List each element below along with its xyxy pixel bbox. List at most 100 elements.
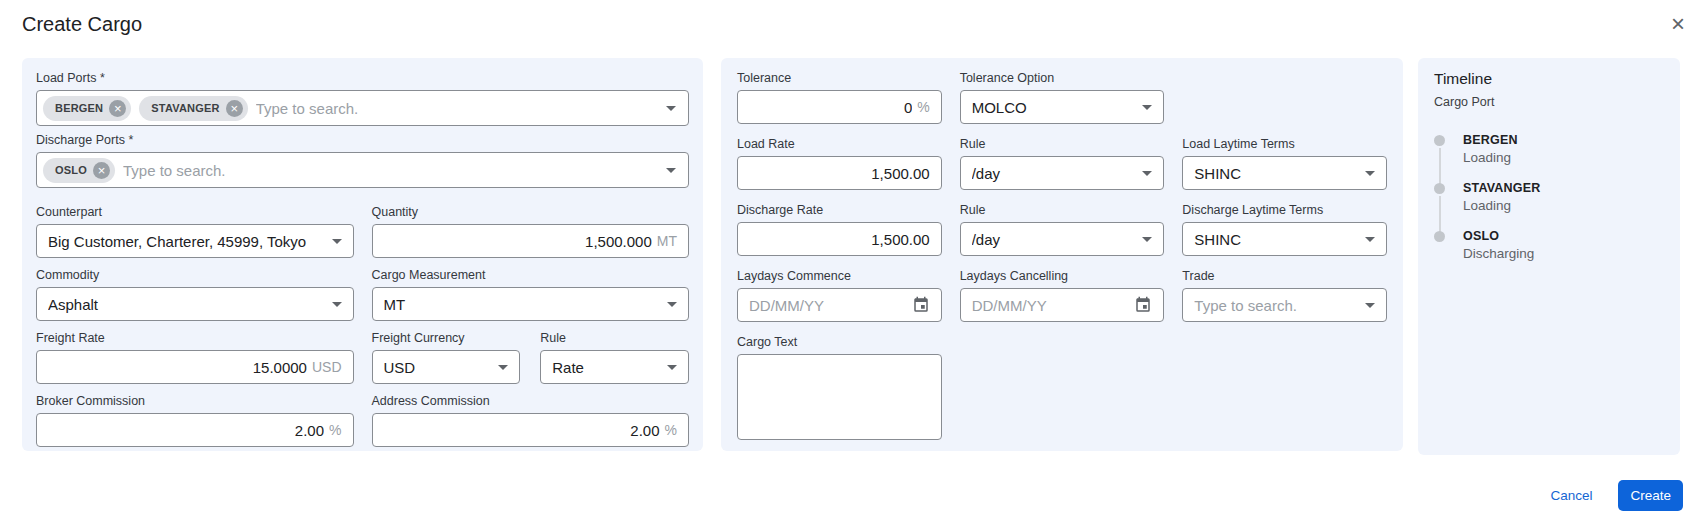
timeline-action: Loading — [1463, 150, 1664, 165]
cargo-text-input[interactable] — [737, 354, 942, 440]
calendar-icon[interactable] — [912, 296, 930, 314]
chevron-down-icon — [1365, 237, 1375, 242]
load-rate-input-box[interactable] — [737, 156, 942, 190]
load-rate-input[interactable] — [749, 165, 930, 182]
freight-rate-input[interactable] — [48, 359, 307, 376]
quantity-input-box[interactable]: MT — [372, 224, 690, 258]
address-commission-input[interactable] — [384, 422, 660, 439]
tolerance-option-value[interactable] — [972, 99, 1143, 116]
timeline-item: BERGEN Loading — [1434, 133, 1664, 165]
remove-chip-icon[interactable]: × — [226, 100, 243, 117]
discharge-ports-multiselect[interactable]: OSLO × — [36, 152, 689, 188]
timeline-list: BERGEN Loading STAVANGER Loading OSLO Di… — [1434, 133, 1664, 261]
tolerance-field: Tolerance % — [737, 70, 942, 124]
discharge-ports-search-input[interactable] — [123, 162, 666, 179]
chevron-down-icon — [1142, 105, 1152, 110]
remove-chip-icon[interactable]: × — [93, 162, 110, 179]
timeline-port: BERGEN — [1463, 133, 1664, 147]
load-ports-search-input[interactable] — [256, 100, 666, 117]
load-laytime-terms-value[interactable] — [1194, 165, 1365, 182]
load-rule-field: Rule — [960, 136, 1165, 190]
laydays-cancelling-input[interactable] — [972, 297, 1135, 314]
trade-search-input[interactable] — [1194, 297, 1365, 314]
port-chip: BERGEN × — [43, 96, 131, 121]
tolerance-input-box[interactable]: % — [737, 90, 942, 124]
cargo-text-field: Cargo Text — [737, 334, 1387, 440]
discharge-rule-value[interactable] — [972, 231, 1143, 248]
cargo-measurement-select[interactable] — [372, 287, 690, 321]
tolerance-option-field: Tolerance Option — [960, 70, 1165, 124]
chevron-down-icon — [1142, 171, 1152, 176]
broker-commission-input[interactable] — [48, 422, 324, 439]
tolerance-option-label: Tolerance Option — [960, 70, 1165, 86]
port-chip-label: BERGEN — [55, 102, 103, 114]
broker-commission-input-box[interactable]: % — [36, 413, 354, 447]
create-button[interactable]: Create — [1618, 480, 1683, 511]
discharge-laytime-terms-value[interactable] — [1194, 231, 1365, 248]
dialog-footer: Cancel Create — [1550, 479, 1683, 511]
laydays-cancelling-label: Laydays Cancelling — [960, 268, 1165, 284]
laydays-commence-input-box[interactable] — [737, 288, 942, 322]
load-rule-label: Rule — [960, 136, 1165, 152]
freight-rule-label: Rule — [540, 330, 689, 346]
tolerance-option-select[interactable] — [960, 90, 1165, 124]
cancel-button[interactable]: Cancel — [1550, 488, 1592, 503]
freight-currency-select[interactable] — [372, 350, 521, 384]
tolerance-input[interactable] — [749, 99, 912, 116]
chevron-down-icon — [667, 302, 677, 307]
chevron-down-icon — [1365, 171, 1375, 176]
trade-field: Trade — [1182, 268, 1387, 322]
discharge-ports-label: Discharge Ports * — [36, 132, 689, 148]
discharge-laytime-terms-select[interactable] — [1182, 222, 1387, 256]
cargo-measurement-value[interactable] — [384, 296, 668, 313]
discharge-rate-input-box[interactable] — [737, 222, 942, 256]
timeline-action: Discharging — [1463, 246, 1664, 261]
freight-rate-input-box[interactable]: USD — [36, 350, 354, 384]
timeline-title: Timeline — [1434, 70, 1664, 88]
calendar-icon[interactable] — [1134, 296, 1152, 314]
close-icon[interactable]: × — [1662, 8, 1694, 40]
load-rate-label: Load Rate — [737, 136, 942, 152]
tolerance-label: Tolerance — [737, 70, 942, 86]
counterpart-field: Counterpart — [36, 204, 354, 258]
address-commission-unit: % — [665, 422, 677, 438]
load-ports-multiselect[interactable]: BERGEN × STAVANGER × — [36, 90, 689, 126]
laydays-cancelling-input-box[interactable] — [960, 288, 1165, 322]
commodity-value[interactable] — [48, 296, 332, 313]
chevron-down-icon — [667, 365, 677, 370]
load-rate-field: Load Rate — [737, 136, 942, 190]
freight-rate-field: Freight Rate USD — [36, 330, 354, 384]
address-commission-input-box[interactable]: % — [372, 413, 690, 447]
timeline-panel: Timeline Cargo Port BERGEN Loading STAVA… — [1418, 58, 1680, 455]
chevron-down-icon — [498, 365, 508, 370]
discharge-rule-select[interactable] — [960, 222, 1165, 256]
load-laytime-terms-select[interactable] — [1182, 156, 1387, 190]
freight-currency-label: Freight Currency — [372, 330, 521, 346]
load-rule-select[interactable] — [960, 156, 1165, 190]
freight-rule-select[interactable] — [540, 350, 689, 384]
discharge-laytime-terms-field: Discharge Laytime Terms — [1182, 202, 1387, 256]
counterpart-select[interactable] — [36, 224, 354, 258]
freight-rate-unit: USD — [312, 359, 342, 375]
discharge-laytime-terms-label: Discharge Laytime Terms — [1182, 202, 1387, 218]
discharge-rate-input[interactable] — [749, 231, 930, 248]
timeline-port: STAVANGER — [1463, 181, 1664, 195]
commodity-select[interactable] — [36, 287, 354, 321]
timeline-port: OSLO — [1463, 229, 1664, 243]
freight-currency-value[interactable] — [384, 359, 499, 376]
chevron-down-icon — [1365, 303, 1375, 308]
discharge-ports-field: Discharge Ports * OSLO × — [36, 132, 689, 188]
chevron-down-icon — [666, 168, 676, 173]
trade-select[interactable] — [1182, 288, 1387, 322]
quantity-input[interactable] — [384, 233, 652, 250]
discharge-rate-label: Discharge Rate — [737, 202, 942, 218]
freight-rule-value[interactable] — [552, 359, 667, 376]
freight-currency-field: Freight Currency — [372, 330, 521, 384]
remove-chip-icon[interactable]: × — [109, 100, 126, 117]
commodity-field: Commodity — [36, 267, 354, 321]
load-rule-value[interactable] — [972, 165, 1143, 182]
chevron-down-icon — [666, 106, 676, 111]
counterpart-value[interactable] — [48, 233, 332, 250]
discharge-rate-field: Discharge Rate — [737, 202, 942, 256]
laydays-commence-input[interactable] — [749, 297, 912, 314]
